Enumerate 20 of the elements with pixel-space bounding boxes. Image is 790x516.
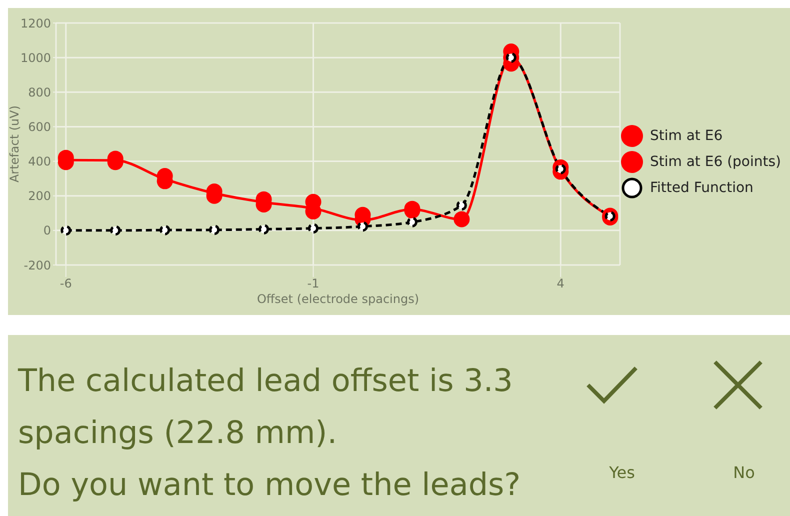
y-tick-label: 200	[28, 189, 51, 204]
y-tick-label: 0	[43, 224, 51, 238]
text: The calculated lead offset is 3.3 spacings (22.8 mm).	[18, 362, 514, 453]
y-tick-label: 800	[28, 85, 51, 100]
y-tick-label: 1000	[20, 50, 51, 65]
y-tick-label: 600	[28, 120, 51, 134]
y-tick-label: 1200	[20, 16, 51, 30]
y-tick-label: 400	[28, 154, 51, 169]
x-tick-label: 4	[556, 276, 564, 291]
text: Do you want to move the leads?	[18, 466, 522, 505]
y-axis-title: Artefact (uV)	[7, 105, 22, 183]
x-tick-label: -6	[60, 276, 72, 291]
text: Yes	[608, 463, 636, 482]
legend-label: Fitted Function	[650, 180, 754, 196]
y-tick-label: -200	[24, 258, 51, 272]
text: No	[732, 463, 756, 482]
legend-label: Stim at E6 (points)	[650, 154, 781, 170]
legend-label: Stim at E6	[650, 128, 723, 144]
x-tick-label: -1	[307, 276, 320, 291]
x-axis-title: Offset (electrode spacings)	[256, 292, 420, 306]
